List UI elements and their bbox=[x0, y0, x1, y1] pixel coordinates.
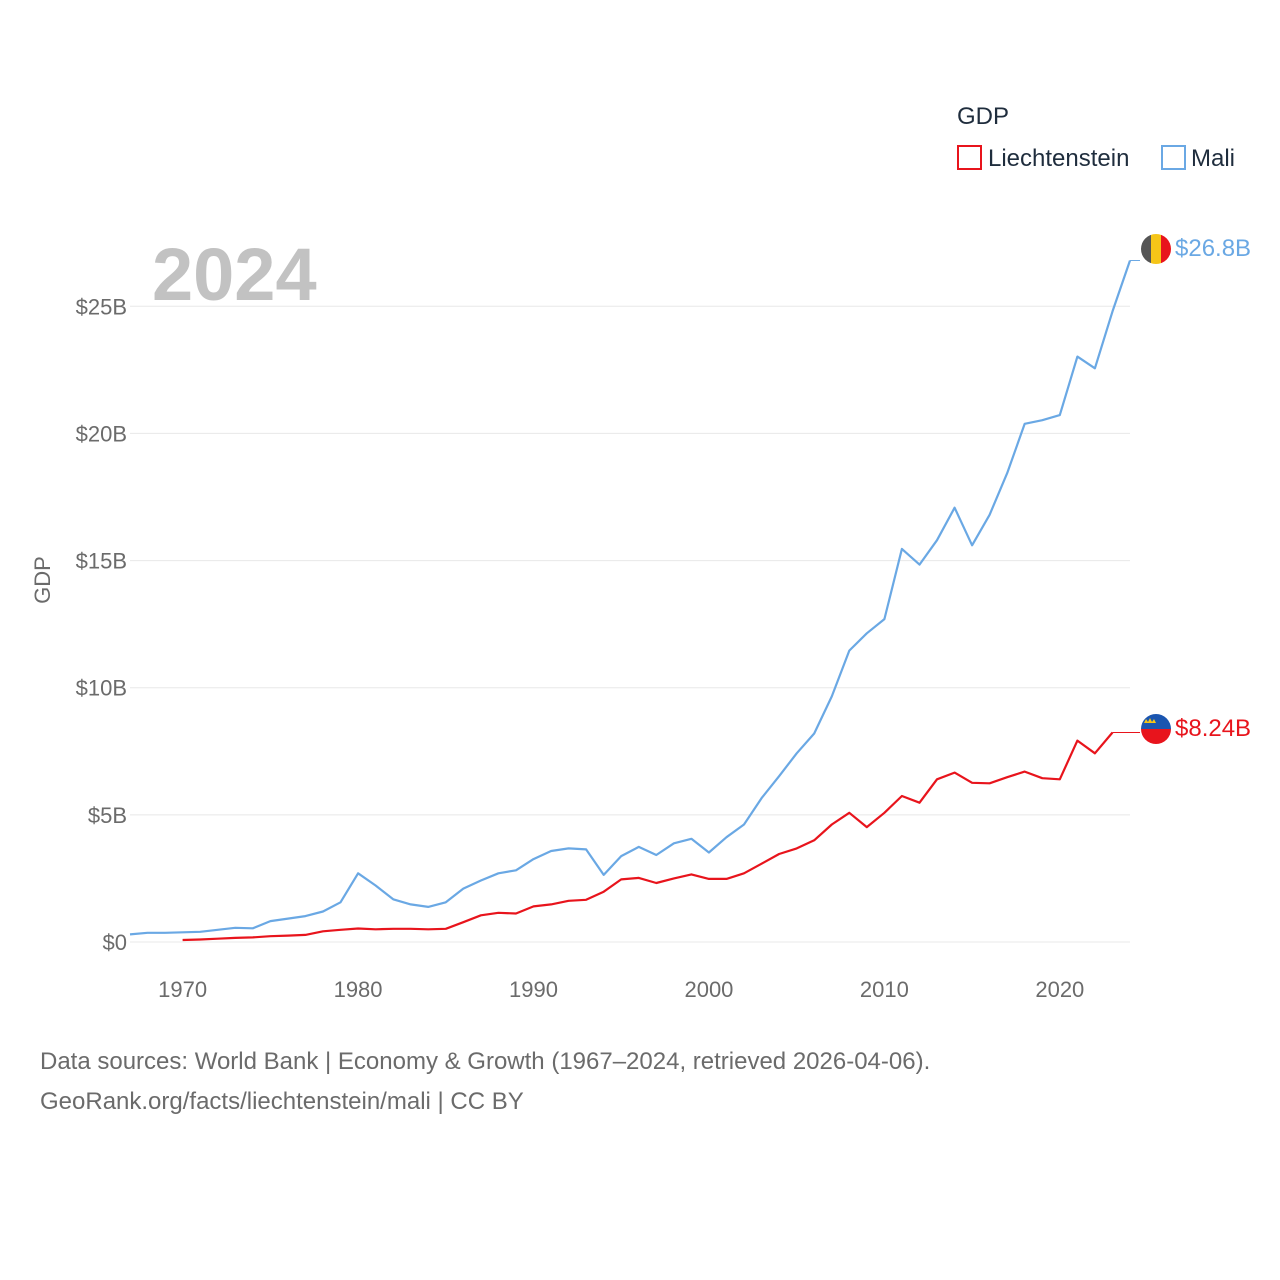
x-tick-label: 1970 bbox=[158, 977, 207, 1002]
legend-label-liechtenstein: Liechtenstein bbox=[988, 145, 1129, 172]
legend: GDP Liechtenstein Mali bbox=[957, 103, 1235, 172]
series-line-liechtenstein bbox=[182, 731, 1114, 942]
footer-sources: Data sources: World Bank | Economy & Gro… bbox=[40, 1048, 931, 1075]
footer: Data sources: World Bank | Economy & Gro… bbox=[40, 1042, 930, 1122]
y-tick-label: $5B bbox=[88, 803, 127, 828]
footer-attribution: GeoRank.org/facts/liechtenstein/mali | C… bbox=[40, 1088, 524, 1115]
x-tick-label: 2010 bbox=[860, 977, 909, 1002]
y-tick-label: $10B bbox=[76, 676, 127, 701]
end-label-mali: $26.8B bbox=[1175, 235, 1251, 262]
x-axis-ticks: 1970 1980 1990 2000 2010 2020 bbox=[158, 977, 1084, 1002]
y-tick-label: $15B bbox=[76, 549, 127, 574]
y-tick-label: $25B bbox=[76, 294, 127, 319]
y-axis-title: GDP bbox=[30, 556, 55, 604]
y-axis-ticks: $0 $5B $10B $15B $20B $25B bbox=[76, 294, 127, 955]
y-tick-label: $20B bbox=[76, 421, 127, 446]
legend-title: GDP bbox=[957, 103, 1009, 130]
x-tick-label: 1980 bbox=[334, 977, 383, 1002]
legend-label-mali: Mali bbox=[1191, 145, 1235, 172]
liechtenstein-flag-icon bbox=[1141, 714, 1171, 744]
year-label: 2024 bbox=[152, 233, 317, 316]
mali-flag-icon bbox=[1141, 234, 1171, 264]
x-tick-label: 1990 bbox=[509, 977, 558, 1002]
y-tick-label: $0 bbox=[103, 930, 127, 955]
series-layer bbox=[129, 260, 1140, 942]
series-line-mali bbox=[129, 260, 1132, 936]
gdp-line-chart: $0 $5B $10B $15B $20B $25B 1970 1980 1990 2000 20… bbox=[30, 103, 1251, 1002]
legend-swatch-mali bbox=[1161, 145, 1186, 170]
x-tick-label: 2020 bbox=[1035, 977, 1084, 1002]
end-label-liechtenstein: $8.24B bbox=[1175, 715, 1251, 742]
gridlines bbox=[130, 305, 1130, 943]
legend-swatch-liechtenstein bbox=[957, 145, 982, 170]
x-tick-label: 2000 bbox=[684, 977, 733, 1002]
